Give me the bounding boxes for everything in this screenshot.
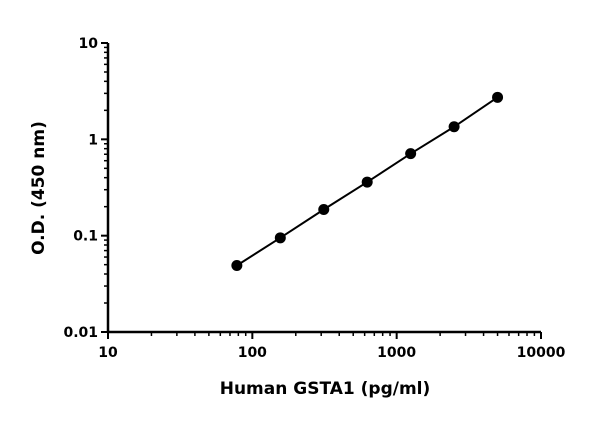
x-tick-label: 1000 bbox=[377, 345, 416, 361]
axes bbox=[101, 42, 542, 339]
x-tick-label: 100 bbox=[238, 345, 267, 361]
tick-labels: 0.01 0.1 1 10 10 100 1000 10000 bbox=[63, 36, 565, 361]
data-point bbox=[361, 176, 373, 188]
series bbox=[231, 91, 504, 272]
y-tick-label: 10 bbox=[79, 36, 99, 52]
x-tick-label: 10000 bbox=[517, 345, 566, 361]
y-axis-title: O.D. (450 nm) bbox=[29, 121, 49, 255]
data-point bbox=[231, 260, 243, 272]
data-point bbox=[448, 121, 460, 133]
data-point bbox=[318, 203, 330, 215]
data-point bbox=[492, 91, 504, 103]
data-point bbox=[274, 232, 286, 244]
y-tick-label: 0.01 bbox=[63, 325, 98, 341]
x-axis-title: Human GSTA1 (pg/ml) bbox=[220, 379, 431, 399]
y-tick-label: 1 bbox=[88, 132, 98, 148]
x-tick-label: 10 bbox=[98, 345, 118, 361]
y-tick-label: 0.1 bbox=[73, 229, 98, 245]
data-point bbox=[405, 148, 417, 160]
